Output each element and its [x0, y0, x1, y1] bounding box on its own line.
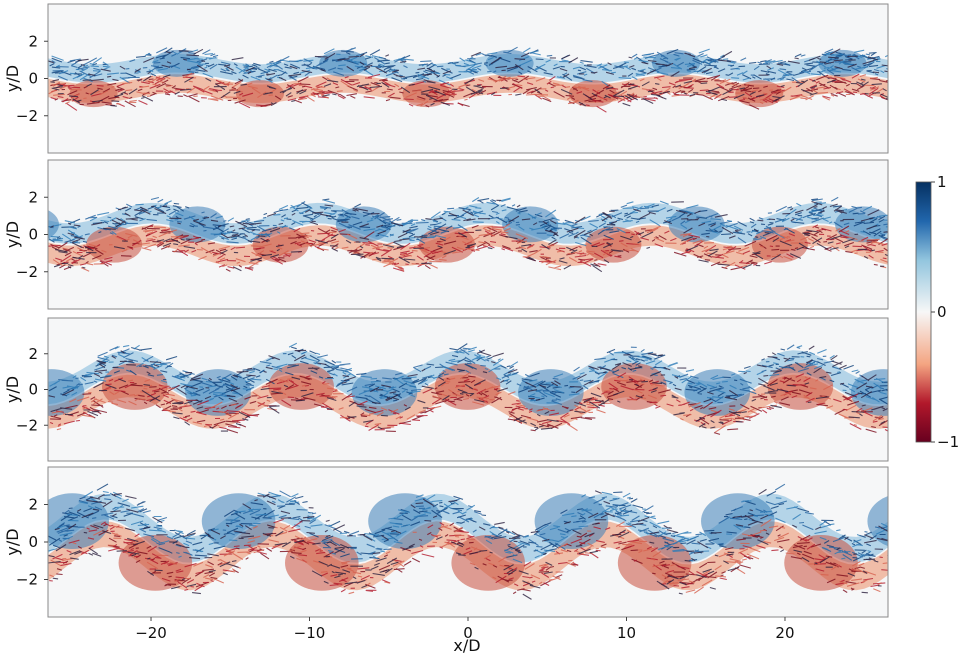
positive-vortex-core	[319, 49, 368, 77]
y-tick-label: 2	[28, 496, 38, 514]
colorbar-tick-label: 1	[937, 173, 947, 191]
negative-vortex-core	[585, 226, 642, 263]
y-tick-label: −2	[16, 107, 38, 125]
y-tick-label: 0	[28, 226, 38, 244]
vorticity-filaments	[48, 48, 888, 107]
positive-vortex-core	[668, 206, 725, 243]
negative-vortex-core	[101, 363, 168, 410]
vorticity-filaments	[48, 224, 888, 272]
y-tick-label: 0	[28, 533, 38, 551]
positive-vorticity-band	[48, 350, 888, 405]
vorticity-filaments	[48, 343, 888, 405]
positive-vortex-core	[48, 210, 59, 239]
positive-vortex-core	[351, 369, 418, 416]
negative-vortex-core	[451, 535, 526, 591]
negative-vortex-core	[951, 535, 962, 591]
negative-vortex-core	[69, 80, 118, 108]
panel-1: −2 0 2 y/D	[3, 3, 950, 154]
vorticity-filaments	[50, 199, 888, 273]
negative-vortex-core	[902, 80, 950, 107]
vorticity-filaments	[51, 47, 888, 87]
x-tick-label: 20	[775, 624, 794, 642]
x-tick-label: −20	[135, 624, 167, 642]
negative-vortex-core	[784, 535, 858, 591]
x-tick-label: 0	[463, 624, 473, 642]
colorbar-tick-label: 0	[937, 303, 947, 321]
panels: −2 0 2 y/D −2 0 2 y/D −2 0 2 y/D −2 0 2 y/D	[3, 3, 962, 618]
x-axis-label: x/D	[453, 636, 480, 655]
vorticity-filaments	[48, 488, 888, 600]
negative-vortex-core	[86, 226, 143, 263]
negative-vortex-core	[268, 363, 334, 410]
vorticity-filaments	[56, 483, 888, 561]
y-tick-label: −2	[16, 263, 38, 281]
positive-vortex-core	[684, 369, 751, 416]
negative-vortex-core	[118, 535, 193, 591]
y-tick-label: 0	[28, 381, 38, 399]
panel-4: −2 0 2 y/D	[3, 466, 962, 618]
vorticity-filaments	[48, 483, 886, 562]
y-tick-label: −2	[16, 416, 38, 434]
positive-vortex-core	[368, 493, 442, 549]
vorticity-filaments	[48, 197, 888, 247]
y-tick-label: 2	[28, 345, 38, 363]
x-tick-label: −10	[294, 624, 326, 642]
y-axis-label: y/D	[3, 65, 22, 92]
positive-vortex-core	[867, 496, 888, 547]
colorbar-tick-label: −1	[937, 433, 959, 451]
x-axis-ticks: −20 −10 0 10 20	[135, 617, 795, 642]
y-axis-label: y/D	[3, 528, 22, 555]
positive-vortex-core	[335, 206, 392, 243]
panel-2: −2 0 2 y/D	[3, 159, 889, 310]
colorbar: −1 0 1	[915, 173, 959, 451]
vorticity-filaments	[49, 372, 888, 432]
negative-vorticity-band	[48, 374, 888, 429]
panel-3: −2 0 2 y/D	[3, 317, 962, 462]
vorticity-filaments	[51, 372, 884, 433]
y-axis-label: y/D	[3, 221, 22, 248]
negative-vortex-core	[934, 363, 962, 410]
x-tick-label: 10	[617, 624, 636, 642]
vorticity-filaments	[52, 223, 888, 272]
colorbar-ticks: −1 0 1	[931, 173, 959, 451]
y-tick-label: 2	[28, 32, 38, 50]
y-tick-label: 2	[28, 188, 38, 206]
colorbar-gradient	[915, 181, 932, 443]
negative-vortex-core	[434, 363, 501, 410]
y-axis-label: y/D	[3, 376, 22, 403]
positive-vortex-core	[48, 369, 85, 416]
y-tick-label: 0	[28, 70, 38, 88]
positive-vortex-core	[701, 493, 775, 549]
vorticity-filaments	[48, 345, 888, 432]
vorticity-filaments	[49, 342, 888, 404]
y-tick-label: −2	[16, 571, 38, 589]
